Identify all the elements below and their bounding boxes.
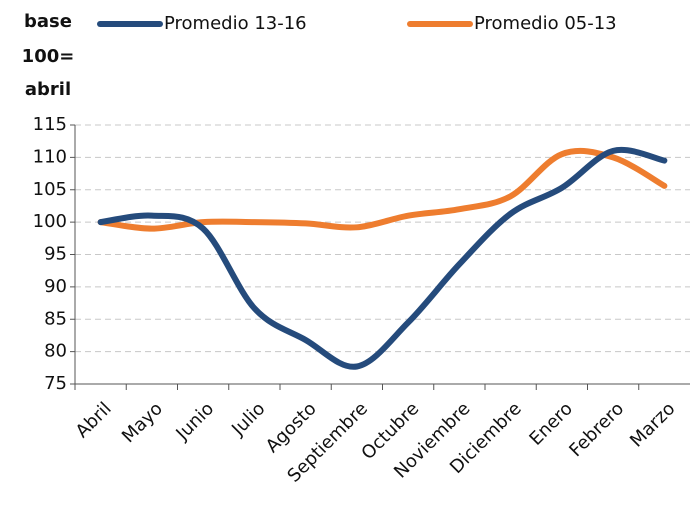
- y-tick-label: 115: [33, 114, 67, 135]
- x-tick-label: Abril: [72, 398, 116, 442]
- x-tick-label: Marzo: [626, 398, 679, 451]
- x-tick-label: Junio: [171, 398, 218, 445]
- legend-label: Promedio 05-13: [474, 13, 617, 34]
- x-tick-label: Febrero: [565, 398, 628, 461]
- y-tick-label: 105: [33, 179, 67, 200]
- y-tick-label: 75: [44, 373, 67, 394]
- y-tick-label: 85: [44, 308, 67, 329]
- x-tick-label: Mayo: [118, 398, 167, 447]
- y-tick-label: 100: [33, 211, 67, 232]
- y-tick-label: 110: [33, 146, 67, 167]
- legend-label: Promedio 13-16: [164, 13, 307, 34]
- y-tick-label: 95: [44, 244, 67, 265]
- y-label: abril: [25, 79, 71, 100]
- series-line: [97, 146, 668, 370]
- x-tick-label: Julio: [227, 398, 269, 440]
- y-label: 100=: [22, 46, 75, 67]
- y-tick-label: 80: [44, 341, 67, 362]
- y-label: base: [24, 11, 72, 32]
- y-tick-label: 90: [44, 276, 67, 297]
